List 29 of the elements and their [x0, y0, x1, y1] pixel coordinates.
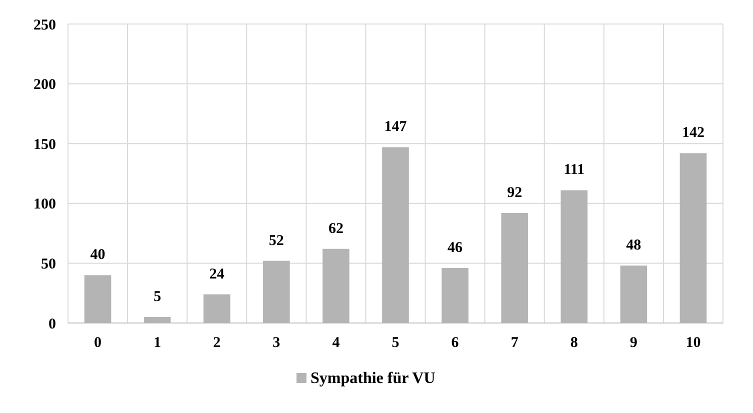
- x-tick-label: 9: [630, 335, 638, 351]
- legend-label: Sympathie für VU: [310, 370, 436, 387]
- data-label: 142: [682, 125, 704, 142]
- data-label: 46: [448, 240, 464, 256]
- data-label: 147: [384, 119, 408, 136]
- x-tick-label: 6: [451, 335, 460, 351]
- x-tick-label: 8: [570, 335, 578, 351]
- data-label: 48: [626, 238, 642, 254]
- x-tick-label: 0: [94, 335, 102, 351]
- data-label: 24: [209, 266, 225, 282]
- data-label: 111: [564, 162, 585, 178]
- x-tick-label: 7: [510, 335, 519, 351]
- data-label: 40: [90, 247, 106, 264]
- y-tick-label: 200: [34, 77, 56, 94]
- y-tick-label: 100: [34, 196, 56, 213]
- data-label: 5: [154, 289, 162, 306]
- y-tick-label: 150: [34, 136, 56, 153]
- data-label: 62: [328, 220, 344, 237]
- x-tick-label: 1: [154, 335, 162, 351]
- x-tick-label: 10: [686, 335, 701, 351]
- x-tick-label: 2: [213, 335, 221, 351]
- data-label: 92: [507, 184, 522, 201]
- y-tick-label: 0: [48, 316, 56, 332]
- x-tick-label: 4: [332, 335, 340, 351]
- x-tick-label: 3: [272, 335, 280, 351]
- y-tick-label: 250: [34, 17, 56, 34]
- y-tick-label: 50: [41, 256, 56, 272]
- x-tick-label: 5: [392, 335, 400, 351]
- data-label: 52: [268, 232, 284, 249]
